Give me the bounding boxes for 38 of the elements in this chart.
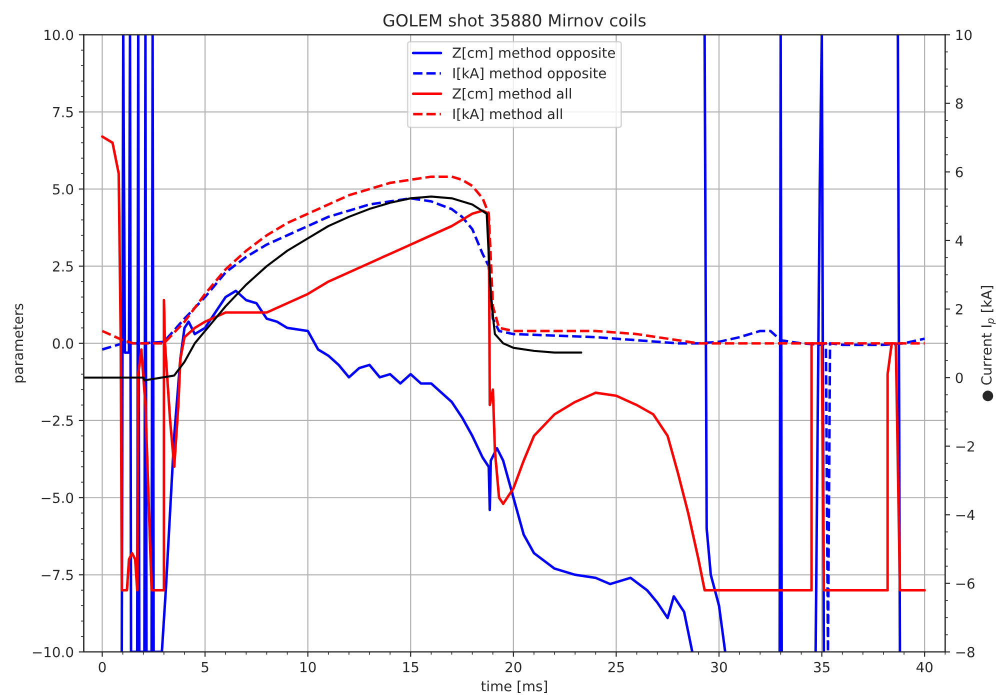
x-tick-label: 10 bbox=[300, 662, 316, 672]
x-tick-label: 35 bbox=[814, 662, 830, 672]
y2-tick-label: 10 bbox=[956, 30, 972, 40]
y2-tick-label: −8 bbox=[956, 646, 974, 658]
line-series bbox=[84, 196, 582, 382]
y2-tick-label: −6 bbox=[956, 578, 974, 589]
y-tick-label: −5.0 bbox=[42, 492, 74, 504]
x-tick-label: 30 bbox=[711, 662, 727, 672]
y2-tick-label: 4 bbox=[956, 236, 963, 246]
x-tick-label: 0 bbox=[98, 662, 106, 672]
legend-label: Z[cm] method all bbox=[452, 88, 571, 100]
y-tick-label: 5.0 bbox=[53, 184, 74, 195]
x-tick-label: 15 bbox=[403, 662, 418, 672]
y-tick-label: −10.0 bbox=[32, 646, 74, 658]
y-tick-label: −2.5 bbox=[42, 415, 73, 426]
y-axis-title: parameters bbox=[13, 304, 26, 382]
x-tick-label: 25 bbox=[608, 662, 624, 672]
y-tick-label: 10.0 bbox=[44, 30, 74, 40]
x-tick-label: 20 bbox=[506, 662, 522, 672]
y-tick-label: 0.0 bbox=[52, 338, 74, 349]
line-series bbox=[101, 135, 926, 592]
y2-tick-label: −2 bbox=[956, 441, 974, 452]
legend-label: I[kA] method all bbox=[453, 108, 562, 121]
y-tick-label: −7.5 bbox=[42, 570, 73, 580]
y2-tick-label: −4 bbox=[956, 510, 975, 520]
y2-tick-label: 0 bbox=[956, 372, 963, 384]
x-tick-label: 40 bbox=[916, 662, 933, 672]
x-axis-title: time [ms] bbox=[481, 680, 547, 694]
y-tick-label: 2.5 bbox=[52, 261, 73, 272]
legend-label: I[kA] method opposite bbox=[453, 68, 606, 82]
x-tick-label: 5 bbox=[202, 662, 208, 672]
chart-title: GOLEM shot 35880 Mirnov coils bbox=[383, 14, 646, 27]
y-tick-label: 7.5 bbox=[53, 107, 73, 118]
y2-tick-label: 6 bbox=[956, 166, 963, 178]
y2-tick-label: 8 bbox=[956, 98, 963, 109]
y2-tick-label: 2 bbox=[956, 304, 962, 314]
y2-axis-title: ● Current I$_{p}$ [kA] bbox=[980, 286, 996, 402]
legend-label: Z[cm] method opposite bbox=[452, 47, 616, 61]
